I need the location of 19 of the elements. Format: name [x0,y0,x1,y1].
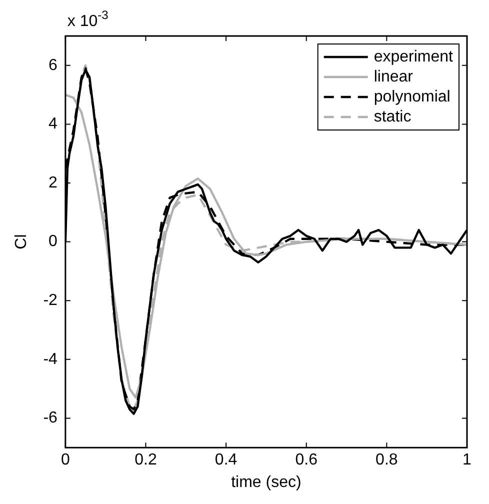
x-tick-label: 0.6 [295,452,318,469]
y-tick-label: -6 [43,410,58,427]
y-tick-label: 0 [48,233,58,250]
y-tick-label: -2 [43,292,58,310]
x-tick-label: 0.2 [134,452,157,469]
x-tick-label: 0.4 [214,452,238,469]
y-tick-label: 2 [48,174,58,192]
x-tick-label: 1 [462,452,472,469]
y-tick-label: 6 [48,56,58,74]
y-tick-label: 4 [48,116,58,133]
y-axis-title: Cl [13,234,30,250]
legend-label: polynomial [374,88,450,106]
legend-label: linear [374,68,414,86]
legend-label: experiment [374,48,454,66]
y-tick-label: -4 [43,350,58,368]
x-axis-title: time (sec) [231,474,302,491]
x-tick-label: 0 [60,452,70,469]
legend-label: static [374,108,412,126]
x-tick-label: 0.8 [376,452,398,469]
